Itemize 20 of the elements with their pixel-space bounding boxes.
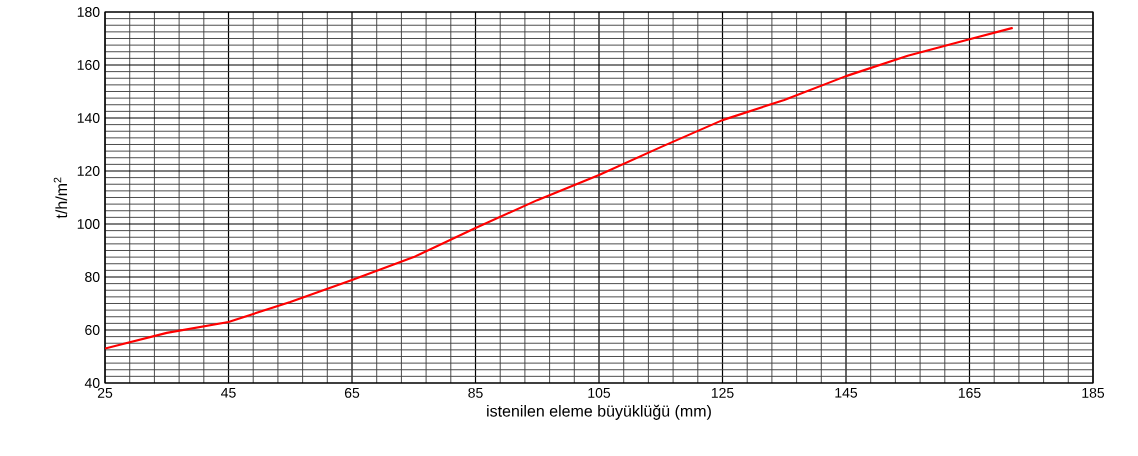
x-tick-label: 65	[344, 387, 360, 398]
y-tick-label: 60	[85, 325, 100, 335]
x-axis-title: istenilen eleme büyüklüğü (mm)	[487, 404, 711, 420]
x-tick-label: 105	[588, 387, 611, 398]
x-tick-label: 25	[97, 387, 113, 398]
x-tick-label: 125	[711, 387, 734, 398]
y-axis-title: t/h/m$^{2}$	[53, 177, 68, 219]
line-series	[105, 26, 1014, 350]
y-tick-label: 180	[77, 7, 100, 17]
y-tick-label: 120	[77, 166, 100, 176]
x-tick-label: 145	[835, 387, 858, 398]
x-tick-label: 45	[221, 387, 236, 398]
x-tick-label: 185	[1082, 387, 1105, 398]
y-tick-label: 80	[85, 272, 100, 282]
x-tick-label: 85	[468, 387, 483, 398]
x-tick-label: 165	[958, 387, 981, 398]
y-tick-label: 140	[77, 113, 100, 123]
y-tick-label: 100	[77, 219, 100, 229]
y-tick-label: 40	[84, 378, 100, 388]
y-tick-label: 160	[77, 60, 100, 70]
